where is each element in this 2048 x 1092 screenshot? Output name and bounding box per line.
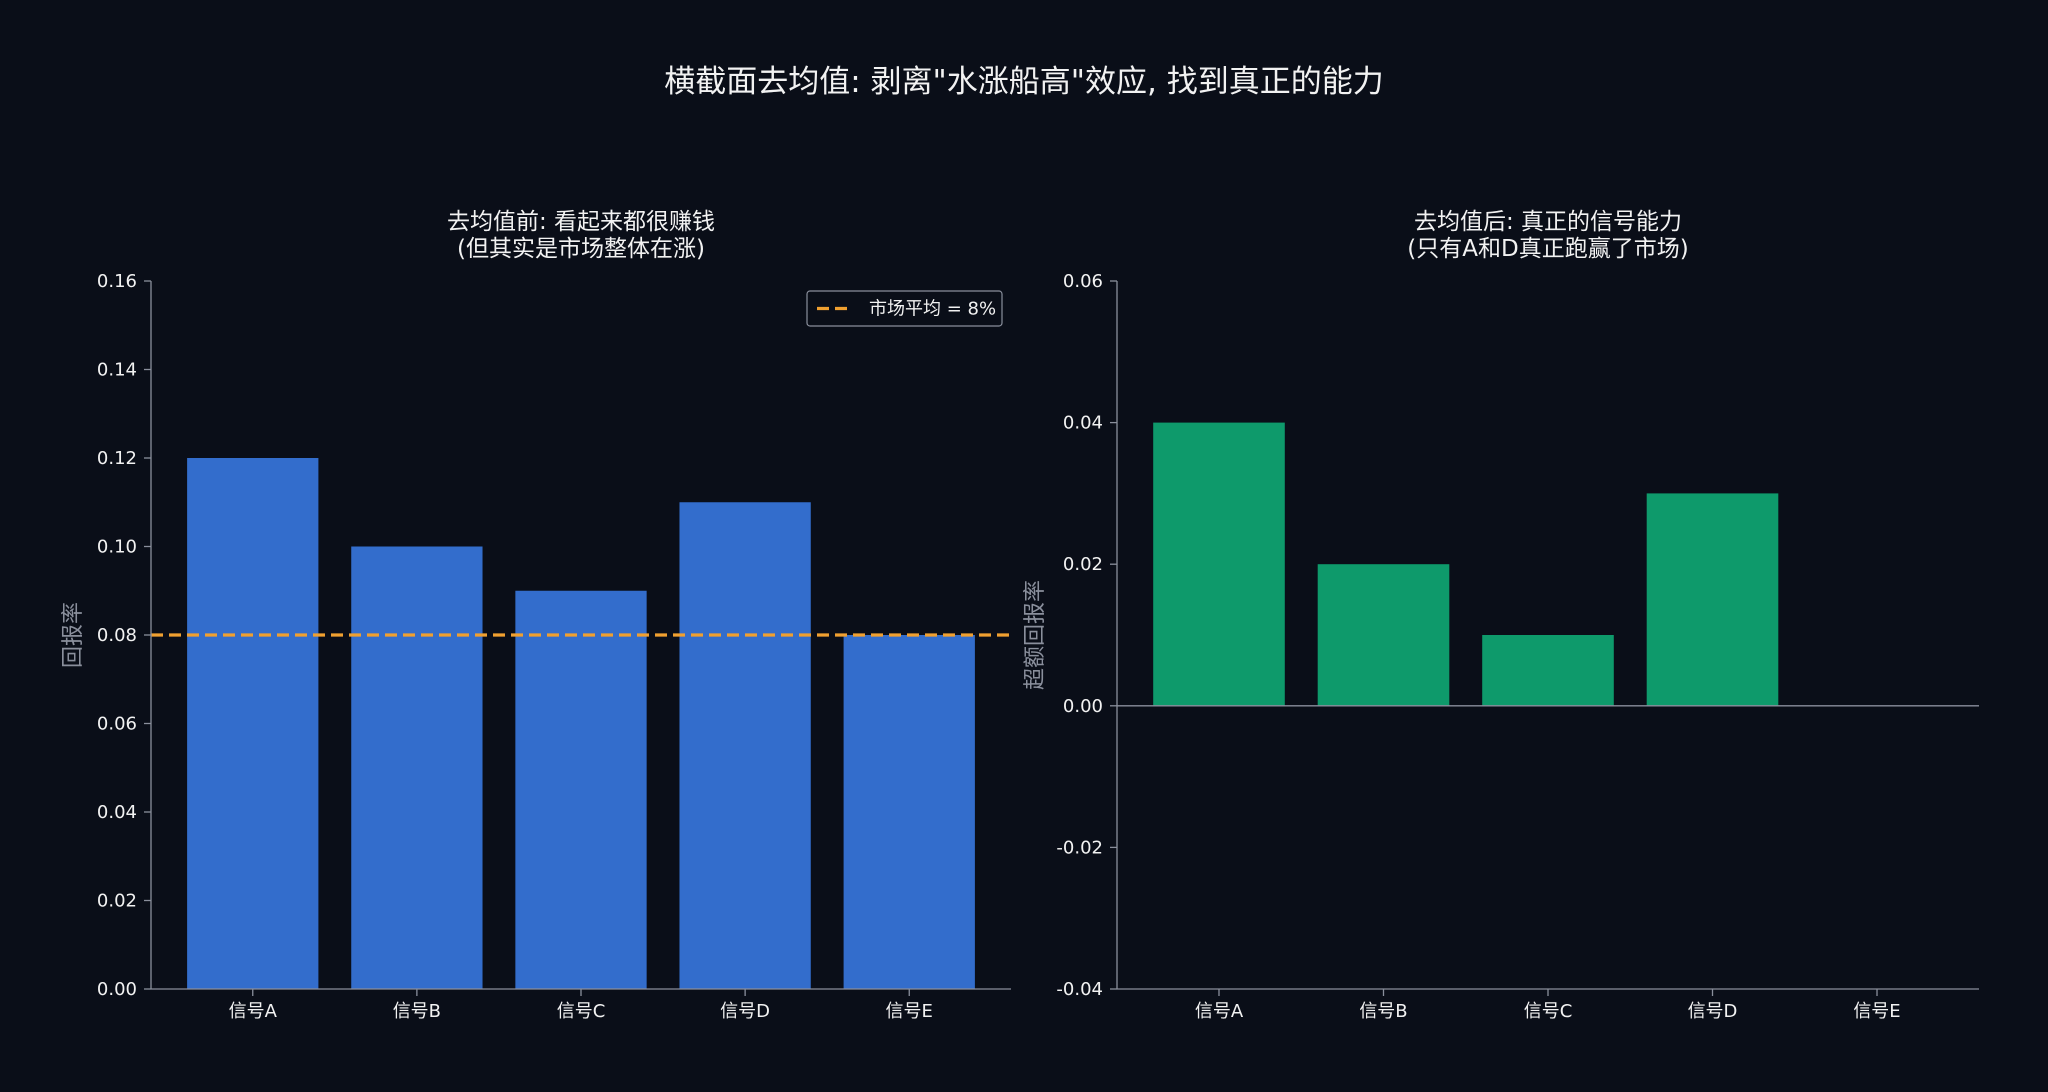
panel-title-line: 去均值后: 真正的信号能力 <box>1414 209 1682 235</box>
y-tick-label: 0.04 <box>97 802 137 823</box>
x-tick-label: 信号C <box>1524 1001 1573 1022</box>
x-tick-label: 信号A <box>1195 1001 1244 1022</box>
legend-box <box>806 290 1003 327</box>
bar <box>1317 564 1450 706</box>
y-tick-label: -0.02 <box>1056 837 1103 858</box>
x-tick-label: 信号D <box>1688 1001 1738 1022</box>
y-tick-label: 0.14 <box>97 360 137 381</box>
x-tick-label: 信号E <box>886 1001 933 1022</box>
bar <box>679 502 811 989</box>
y-tick-label: 0.02 <box>97 891 137 912</box>
y-tick-label: 0.06 <box>97 714 137 735</box>
y-tick-label: 0.04 <box>1063 413 1103 434</box>
x-tick-label: 信号C <box>557 1001 606 1022</box>
x-tick-label: 信号B <box>393 1001 441 1022</box>
x-tick-label: 信号E <box>1853 1001 1900 1022</box>
bar <box>187 458 319 989</box>
bar <box>1153 422 1285 706</box>
x-tick-label: 信号B <box>1359 1001 1407 1022</box>
bar <box>1646 493 1779 706</box>
bar <box>843 635 975 989</box>
y-tick-label: 0.00 <box>97 979 137 1000</box>
y-tick-label: 0.02 <box>1063 554 1103 575</box>
x-tick-label: 信号D <box>720 1001 770 1022</box>
panel-title-line: (但其实是市场整体在涨) <box>457 236 705 262</box>
figure-title: 横截面去均值: 剥离"水涨船高"效应, 找到真正的能力 <box>664 64 1384 100</box>
y-axis-label: 超额回报率 <box>1023 580 1048 690</box>
panel-1: 去均值前: 看起来都很赚钱(但其实是市场整体在涨) 0.00 0.02 0.04 0.0… <box>61 209 1011 1022</box>
bar <box>351 546 483 989</box>
y-axis-label: 回报率 <box>61 602 86 668</box>
y-tick-label: 0.10 <box>97 537 137 558</box>
bar <box>1482 635 1614 706</box>
panel-title-line: 去均值前: 看起来都很赚钱 <box>447 209 715 235</box>
x-tick-label: 信号A <box>229 1001 278 1022</box>
legend: 市场平均 = 8% <box>806 290 1003 327</box>
bar <box>515 590 647 989</box>
y-tick-label: 0.16 <box>97 271 137 292</box>
y-tick-label: 0.12 <box>97 448 137 469</box>
panel-2: 去均值后: 真正的信号能力(只有A和D真正跑赢了市场) -0.04 -0.02 0.0… <box>1023 209 1979 1022</box>
legend-label: 市场平均 = 8% <box>869 299 996 320</box>
panel-title-line: (只有A和D真正跑赢了市场) <box>1407 236 1688 262</box>
y-tick-label: 0.08 <box>97 625 137 646</box>
y-tick-label: -0.04 <box>1056 979 1103 1000</box>
y-tick-label: 0.06 <box>1063 271 1103 292</box>
y-tick-label: 0.00 <box>1063 696 1103 717</box>
